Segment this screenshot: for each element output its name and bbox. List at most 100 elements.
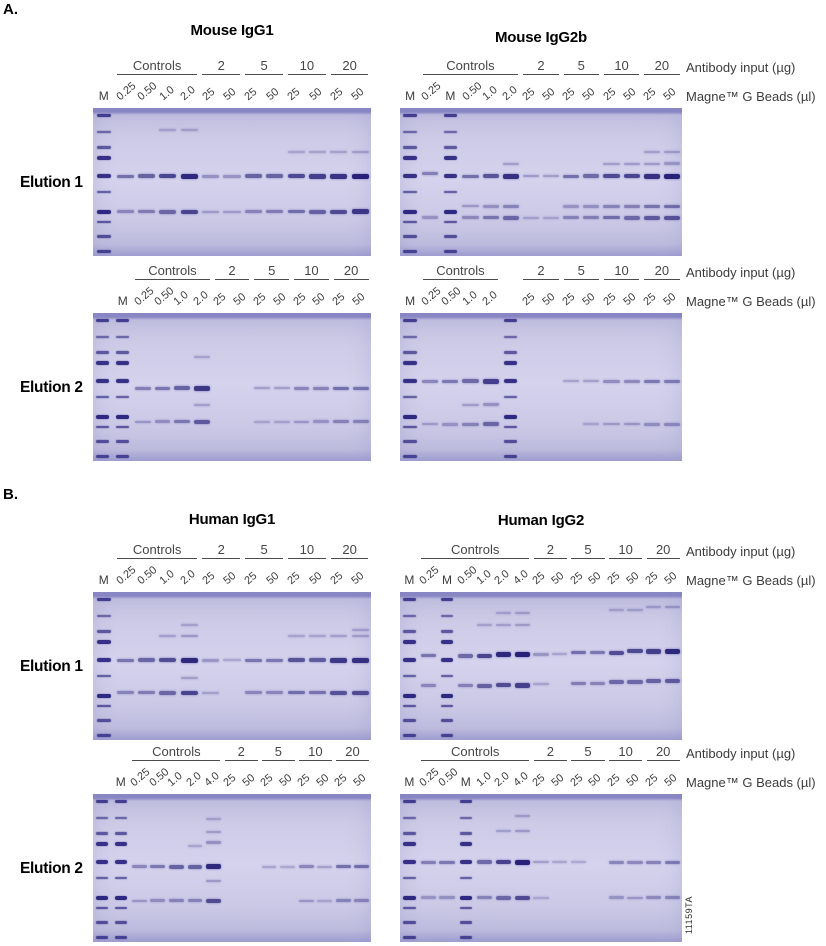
marker-band [440, 675, 454, 678]
marker-band [504, 318, 518, 322]
bead-volume-lane-label: 50 [264, 85, 282, 103]
protein-band [131, 899, 147, 902]
protein-band [287, 691, 305, 695]
marker-band [403, 379, 417, 384]
marker-band [96, 113, 111, 117]
protein-band [168, 899, 184, 903]
bead-volume-lane-label: 25 [221, 771, 239, 789]
gel-mouse-igg1-elution-1 [93, 108, 371, 256]
protein-band [643, 173, 660, 179]
protein-band [137, 210, 155, 214]
bead-volume-lane-label: 50 [586, 569, 604, 587]
protein-band [273, 387, 290, 390]
bead-volume-lane-label: 50 [624, 569, 642, 587]
protein-band [202, 691, 220, 694]
protein-band [495, 895, 511, 900]
protein-band [623, 423, 640, 425]
protein-band [180, 209, 198, 214]
bead-volume-lane-label: 50 [549, 569, 567, 587]
protein-band [202, 174, 220, 178]
marker-band [440, 614, 454, 617]
protein-band [533, 652, 549, 656]
antibody-input-group-label: 2 [228, 263, 236, 278]
marker-band [403, 630, 416, 634]
protein-band [116, 174, 134, 178]
antibody-input-group-underline [422, 279, 499, 280]
antibody-input-group-label: 5 [260, 542, 268, 557]
marker-band [114, 877, 127, 880]
marker-band [96, 440, 110, 444]
marker-band [96, 209, 111, 214]
marker-lane-label: M [98, 89, 109, 103]
protein-band [287, 174, 305, 179]
marker-band [96, 130, 111, 133]
bead-volume-lane-label: 50 [580, 85, 598, 103]
antibody-input-group-label: 10 [304, 263, 319, 278]
protein-band [180, 173, 198, 179]
marker-band [403, 351, 417, 355]
protein-band [223, 174, 241, 178]
protein-band [116, 658, 134, 662]
protein-band [552, 653, 568, 656]
protein-band [351, 209, 369, 215]
antibody-input-group-underline [571, 558, 605, 559]
protein-band [351, 635, 369, 638]
protein-band [643, 162, 660, 165]
beads-volume-label: Magne™ G Beads (µl) [686, 775, 816, 790]
protein-band [330, 151, 348, 154]
antibody-input-group-label: 10 [299, 542, 315, 557]
marker-band [443, 156, 457, 161]
protein-band [477, 653, 493, 658]
bead-volume-lane-label: 25 [560, 290, 578, 308]
marker-band [96, 191, 111, 194]
bead-volume-lane-label: 0.50 [439, 285, 464, 308]
protein-band [180, 676, 198, 679]
marker-band [114, 799, 127, 803]
protein-band [603, 204, 620, 208]
title-human-igg1: Human IgG1 [188, 511, 276, 528]
bead-volume-lane-label: 25 [328, 569, 346, 587]
marker-band [96, 936, 109, 940]
bead-volume-lane-label: 25 [295, 771, 313, 789]
protein-band [462, 174, 479, 178]
bead-volume-lane-label: 50 [231, 290, 249, 308]
marker-band [96, 860, 109, 865]
marker-band [96, 704, 111, 707]
protein-band [313, 386, 330, 390]
bead-volume-lane-label: 50 [661, 85, 679, 103]
antibody-input-group-label: 2 [546, 542, 554, 557]
marker-band [440, 630, 454, 634]
bead-volume-lane-label: 2.0 [500, 83, 520, 103]
bead-volume-lane-label: 50 [270, 290, 289, 308]
protein-band [502, 162, 519, 165]
protein-band [552, 861, 568, 864]
marker-band [96, 921, 109, 925]
marker-band [116, 361, 130, 366]
marker-band [116, 379, 130, 384]
protein-band [244, 691, 262, 695]
antibody-input-group-underline [135, 279, 210, 280]
marker-band [403, 597, 416, 601]
marker-band [459, 895, 472, 900]
protein-band [137, 658, 155, 663]
marker-band [96, 220, 111, 223]
protein-band [206, 864, 221, 870]
protein-band [223, 659, 241, 662]
antibody-input-group-underline [293, 279, 329, 280]
marker-band [96, 455, 110, 459]
antibody-input-group-label: 20 [343, 263, 359, 278]
protein-band [442, 379, 459, 383]
protein-band [502, 204, 519, 208]
protein-band [137, 691, 155, 695]
marker-band [403, 113, 417, 117]
protein-band [514, 651, 530, 657]
marker-band [504, 455, 518, 459]
protein-band [159, 174, 177, 179]
protein-band [665, 896, 681, 900]
antibody-input-group-label: 5 [260, 58, 268, 73]
protein-band [422, 171, 439, 175]
marker-band [403, 906, 416, 909]
protein-band [351, 173, 369, 179]
marker-band [403, 719, 416, 723]
marker-band [96, 174, 111, 179]
